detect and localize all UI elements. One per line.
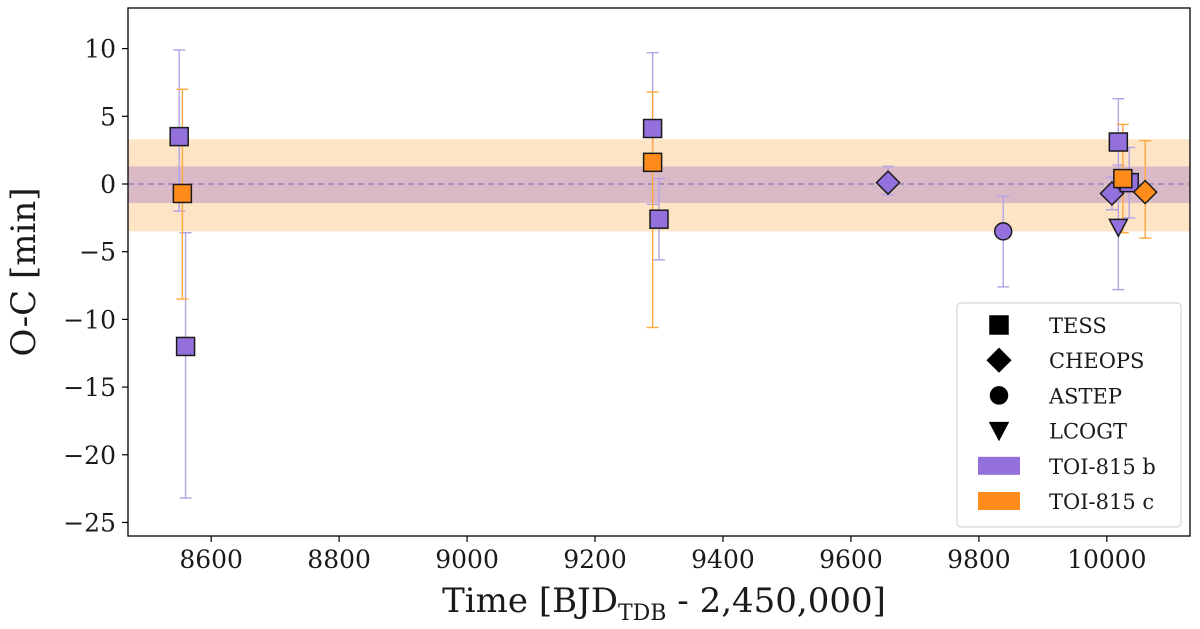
x-axis-label-subscript: TDB: [618, 601, 666, 626]
marker-b-tess: [649, 209, 669, 229]
x-tick-label: 9800: [947, 545, 1011, 574]
y-tick-label: 0: [100, 170, 116, 199]
x-axis-label: Time [BJDTDB - 2,450,000]: [442, 581, 886, 626]
y-tick-label: −25: [63, 508, 116, 537]
x-tick-label: 8600: [179, 545, 243, 574]
y-tick-label: 5: [100, 102, 116, 131]
legend-label: TOI-815 b: [1049, 455, 1156, 479]
y-tick-label: −20: [63, 441, 116, 470]
marker-b-tess: [175, 336, 196, 357]
x-tick-label: 10000: [1067, 545, 1147, 574]
marker-b-cheops: [875, 170, 901, 196]
marker-c-cheops: [1132, 179, 1158, 205]
marker-c-tess: [642, 152, 663, 173]
marker-b-astep: [993, 222, 1013, 241]
legend-astep-icon: [989, 386, 1009, 405]
x-tick-label: 9000: [435, 545, 499, 574]
legend-label: LCOGT: [1049, 420, 1127, 444]
marker-b-tess: [1108, 132, 1129, 152]
error-bar-b: [997, 195, 1010, 288]
error-bars: [173, 49, 1152, 499]
x-tick-label: 9200: [563, 545, 627, 574]
legend-label: CHEOPS: [1049, 349, 1144, 373]
marker-b-tess: [169, 126, 189, 147]
y-tick-label: 10: [84, 35, 116, 64]
legend-cheops-icon: [986, 347, 1012, 373]
y-axis-ticks: 10 5 0 −5 −10 −15 −20 −25: [63, 35, 128, 537]
legend-label: TESS: [1049, 314, 1107, 338]
legend-lcogt-icon: [988, 421, 1010, 442]
marker-b-tess: [642, 118, 663, 139]
y-axis-label: O-C [min]: [4, 188, 44, 357]
y-tick-label: −10: [63, 305, 116, 334]
marker-c-tess: [1113, 168, 1133, 189]
data-markers: [169, 118, 1158, 357]
x-tick-label: 9400: [691, 545, 755, 574]
marker-b-lcogt: [1108, 218, 1129, 238]
legend-label: TOI-815 c: [1049, 490, 1154, 514]
plot-frame: [127, 7, 1191, 537]
x-axis-ticks: 8600 8800 9000 9200 9400 9600 9800 10000: [179, 536, 1147, 574]
legend: TESS CHEOPS ASTEP LCOGT TOI-815 b TOI-815 c: [956, 302, 1182, 528]
y-tick-label: −5: [79, 238, 116, 267]
y-tick-label: −15: [63, 373, 116, 402]
legend-toi-815-b-swatch: [978, 456, 1020, 475]
legend-label: ASTEP: [1048, 384, 1122, 408]
x-axis-label-tail: - 2,450,000]: [666, 581, 885, 621]
legend-toi-815-c-swatch: [978, 492, 1020, 510]
error-bar-b: [179, 232, 192, 499]
marker-c-tess: [172, 183, 193, 204]
x-tick-label: 8800: [307, 545, 371, 574]
x-axis-label-main: Time [BJD: [442, 581, 618, 621]
legend-tess-icon: [989, 315, 1009, 335]
x-tick-label: 9600: [819, 545, 883, 574]
